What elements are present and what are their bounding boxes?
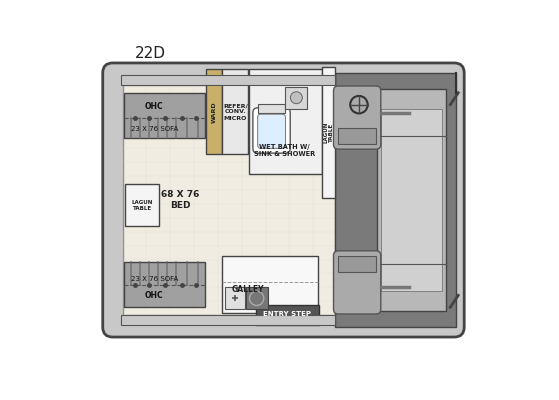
Text: 68 X 76
BED: 68 X 76 BED [161, 190, 200, 210]
Circle shape [291, 92, 302, 104]
Text: LAGUN
TABLE: LAGUN TABLE [323, 122, 334, 143]
FancyBboxPatch shape [253, 108, 290, 153]
Bar [249, 69, 322, 174]
Bar [286, 87, 307, 109]
Bar [121, 75, 335, 85]
Bar [125, 184, 159, 226]
Text: OHC: OHC [145, 102, 164, 111]
Bar [338, 128, 376, 144]
Text: 23 X 76 SOFA: 23 X 76 SOFA [131, 126, 178, 132]
FancyBboxPatch shape [334, 251, 381, 314]
Bar [246, 287, 268, 309]
Bar [124, 93, 205, 138]
Text: GALLEY: GALLEY [231, 285, 264, 294]
Bar [222, 69, 248, 154]
Bar [255, 305, 319, 325]
Bar [338, 256, 376, 272]
Bar [225, 287, 244, 309]
FancyBboxPatch shape [103, 63, 464, 337]
Bar [206, 69, 221, 154]
FancyBboxPatch shape [258, 114, 286, 148]
Bar [124, 262, 205, 307]
Bar [222, 256, 318, 313]
Bar [121, 315, 335, 325]
Bar [122, 85, 335, 315]
Text: LAGUN
TABLE: LAGUN TABLE [132, 200, 153, 211]
Text: 23 X 76 SOFA: 23 X 76 SOFA [131, 276, 178, 282]
Bar [335, 73, 456, 327]
Text: REFER/
CONV.
MICRO: REFER/ CONV. MICRO [223, 103, 248, 120]
Bar [323, 67, 335, 198]
FancyBboxPatch shape [334, 86, 381, 149]
Bar [377, 89, 446, 311]
Text: 22D: 22D [135, 46, 166, 60]
Text: WARD: WARD [211, 101, 216, 123]
Text: ENTRY STEP: ENTRY STEP [263, 311, 311, 318]
Bar [258, 104, 286, 113]
Bar [381, 109, 442, 291]
Text: WET BATH W/
SINK & SHOWER: WET BATH W/ SINK & SHOWER [254, 144, 315, 157]
Text: OHC: OHC [145, 291, 164, 300]
